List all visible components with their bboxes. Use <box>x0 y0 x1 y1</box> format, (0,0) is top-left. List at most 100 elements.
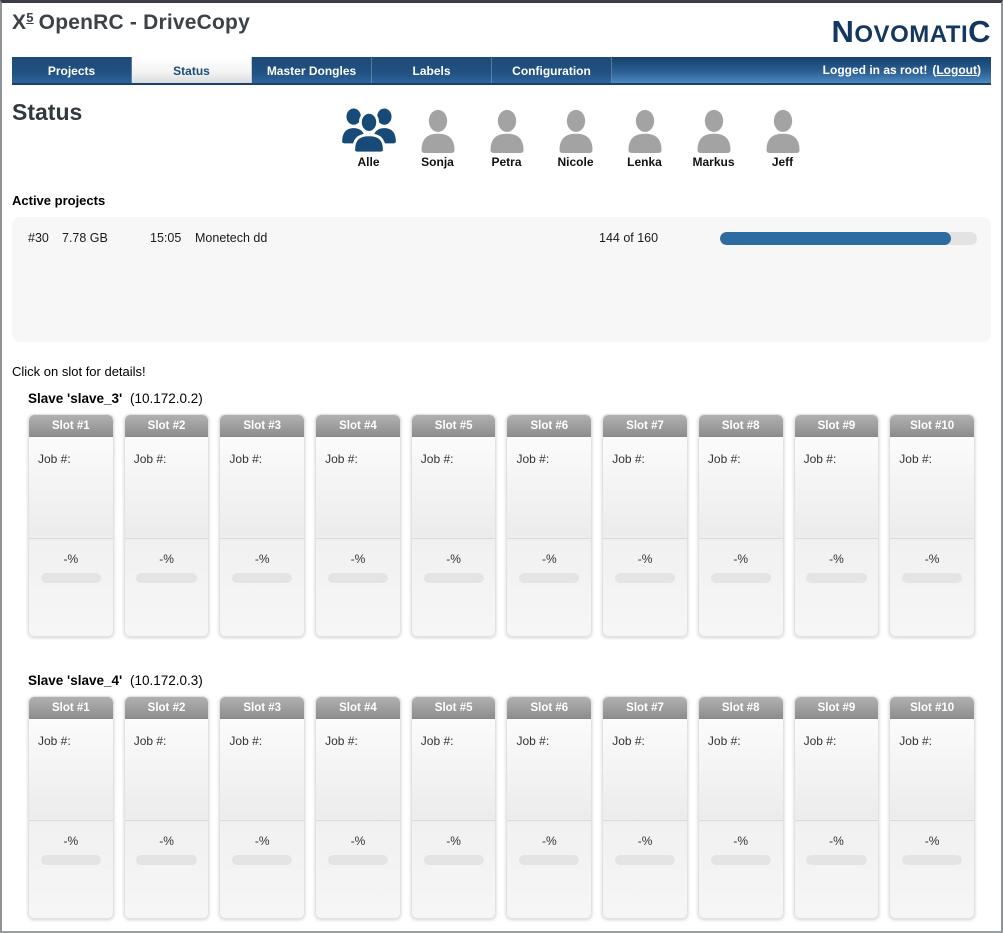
slot-progress-track <box>806 855 867 865</box>
project-name: Monetech dd <box>195 231 268 245</box>
slot-percent: -% <box>63 552 79 566</box>
slot-title: Slot #3 <box>220 697 305 719</box>
slot-card[interactable]: Slot #8 Job #: -% <box>697 414 784 637</box>
avatar-markus[interactable]: Markus <box>679 105 748 169</box>
app-title-rest: OpenRC - DriveCopy <box>38 11 250 34</box>
slot-card[interactable]: Slot #3 Job #: -% <box>219 414 306 637</box>
slot-job-label: Job #: <box>124 437 209 539</box>
slot-job-label: Job #: <box>794 437 879 539</box>
slot-percent: -% <box>924 552 940 566</box>
person-icon <box>559 109 592 153</box>
slave-name: Slave 'slave_3' <box>28 391 123 406</box>
slot-job-label: Job #: <box>794 719 879 821</box>
slot-percent: -% <box>446 834 461 848</box>
slot-title: Slot #6 <box>507 415 592 437</box>
slot-card[interactable]: Slot #10 Job #: -% <box>889 414 975 637</box>
group-icon <box>341 108 396 153</box>
avatar-alle[interactable]: Alle <box>334 105 403 169</box>
slot-card[interactable]: Slot #2 Job #: -% <box>123 696 210 919</box>
slaves: Slave 'slave_3' (10.172.0.2) Slot #1 Job… <box>12 391 991 919</box>
slot-card[interactable]: Slot #9 Job #: -% <box>793 414 880 637</box>
slot-card[interactable]: Slot #3 Job #: -% <box>219 696 306 919</box>
session-message: Logged in as root! <box>822 63 928 77</box>
slot-card[interactable]: Slot #2 Job #: -% <box>123 414 210 637</box>
project-progress-fill <box>720 232 952 245</box>
tab-configuration[interactable]: Configuration <box>492 57 612 83</box>
avatar-name: Petra <box>491 155 522 169</box>
project-time: 15:05 <box>150 231 182 245</box>
slot-grid: Slot #1 Job #: -% Slot #2 Job #: -% Slot… <box>12 414 991 637</box>
slot-progress-track <box>902 855 963 865</box>
slot-card[interactable]: Slot #6 Job #: -% <box>506 696 593 919</box>
slot-job-label: Job #: <box>507 437 592 539</box>
slot-percent: -% <box>542 834 557 848</box>
slot-card[interactable]: Slot #8 Job #: -% <box>697 696 784 919</box>
avatar-name: Alle <box>357 155 380 169</box>
slot-progress-track <box>423 573 484 583</box>
avatar-petra[interactable]: Petra <box>472 105 541 169</box>
slave-ip: (10.172.0.2) <box>126 391 203 406</box>
slot-card[interactable]: Slot #9 Job #: -% <box>793 696 880 919</box>
novomatic-logo: NOVOMATIC <box>832 16 992 47</box>
tab-status[interactable]: Status <box>132 57 252 83</box>
slot-progress-track <box>710 855 771 865</box>
logout-link[interactable]: Logout <box>936 63 977 77</box>
slot-title: Slot #4 <box>316 697 400 719</box>
person-icon <box>766 109 799 153</box>
slot-progress-track <box>423 855 484 865</box>
person-icon <box>628 109 661 153</box>
slot-percent: -% <box>350 834 366 848</box>
page-title: Status <box>12 99 83 125</box>
slot-card[interactable]: Slot #5 Job #: -% <box>410 696 497 919</box>
tab-labels[interactable]: Labels <box>372 57 492 83</box>
app-title-prefix: X <box>12 11 27 34</box>
slave-name: Slave 'slave_4' <box>28 673 123 688</box>
slot-card[interactable]: Slot #5 Job #: -% <box>410 414 497 637</box>
slot-job-label: Job #: <box>316 719 400 821</box>
tab-master-dongles[interactable]: Master Dongles <box>252 57 372 83</box>
slots-hint: Click on slot for details! <box>12 364 146 379</box>
slot-job-label: Job #: <box>316 437 400 539</box>
project-row[interactable]: #30 7.78 GB 15:05 Monetech dd 144 of 160 <box>12 225 991 253</box>
app-title-sup: 5 <box>26 10 34 25</box>
logo-last-letter: C <box>968 14 991 49</box>
tab-projects[interactable]: Projects <box>12 57 132 83</box>
slot-progress-track <box>232 855 293 865</box>
slave-section: Slave 'slave_4' (10.172.0.3) Slot #1 Job… <box>12 673 991 919</box>
avatar-sonja[interactable]: Sonja <box>403 105 472 169</box>
avatar-lenka[interactable]: Lenka <box>610 105 679 169</box>
project-progress-text: 144 of 160 <box>599 231 659 245</box>
slot-percent: -% <box>637 834 653 848</box>
nav-tabs: Projects Status Master Dongles Labels Co… <box>12 57 612 83</box>
slot-title: Slot #10 <box>890 415 974 437</box>
avatar-jeff[interactable]: Jeff <box>748 105 817 169</box>
slot-title: Slot #1 <box>29 415 113 437</box>
slot-title: Slot #8 <box>698 415 783 437</box>
project-size: 7.78 GB <box>62 231 108 245</box>
slot-percent: -% <box>829 552 844 566</box>
slot-title: Slot #9 <box>794 415 879 437</box>
slot-percent: -% <box>254 552 270 566</box>
slot-percent: -% <box>159 552 174 566</box>
slot-card[interactable]: Slot #4 Job #: -% <box>315 696 401 919</box>
slot-card[interactable]: Slot #1 Job #: -% <box>28 696 114 919</box>
active-projects-label: Active projects <box>12 193 106 208</box>
slot-title: Slot #6 <box>507 697 592 719</box>
slot-card[interactable]: Slot #10 Job #: -% <box>889 696 975 919</box>
slot-card[interactable]: Slot #7 Job #: -% <box>602 696 688 919</box>
slot-job-label: Job #: <box>507 719 592 821</box>
slot-progress-track <box>902 573 963 583</box>
tab-label: Master Dongles <box>266 64 357 78</box>
slot-progress-track <box>710 573 771 583</box>
slot-progress-track <box>614 573 676 583</box>
slot-card[interactable]: Slot #1 Job #: -% <box>28 414 114 637</box>
slave-ip: (10.172.0.3) <box>126 673 203 688</box>
slot-card[interactable]: Slot #7 Job #: -% <box>602 414 688 637</box>
slot-card[interactable]: Slot #6 Job #: -% <box>506 414 593 637</box>
slot-card[interactable]: Slot #4 Job #: -% <box>315 414 401 637</box>
avatar-name: Sonja <box>421 155 454 169</box>
slot-title: Slot #10 <box>890 697 974 719</box>
slot-percent: -% <box>159 834 174 848</box>
app-header: X5 OpenRC - DriveCopy NOVOMATIC <box>2 3 1001 53</box>
avatar-nicole[interactable]: Nicole <box>541 105 610 169</box>
